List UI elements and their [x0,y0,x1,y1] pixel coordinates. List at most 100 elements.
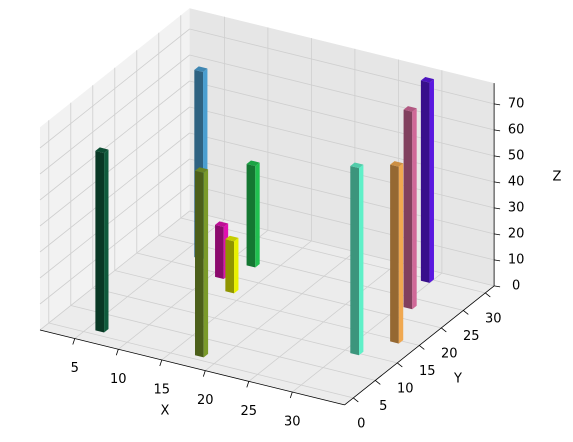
x-tick-label: 15 [154,382,171,397]
x-tick-label: 20 [197,393,214,408]
tick-mark [485,292,491,298]
y-axis-label: Y [453,372,462,387]
z-tick-label: 60 [508,122,525,137]
x-axis-label: X [161,404,170,419]
grid-line [189,54,495,131]
tick-mark [463,310,469,315]
tick-mark [202,370,206,377]
tick-mark [159,359,163,367]
x-axis-line [39,329,345,406]
bar-top-face [390,161,404,167]
grid-line [180,217,486,294]
bar-front-face [350,165,359,356]
grid-line [39,158,190,279]
bar-side-face [255,162,260,268]
grid-line [189,158,495,235]
grid-line [189,80,495,157]
grid-line [114,270,420,346]
x-tick-label: 30 [284,415,301,430]
bar-top-face [350,162,364,169]
z-tick-label: 70 [508,96,525,111]
y-tick-label: 20 [441,346,458,361]
grid-line [39,80,190,201]
grid-line [189,106,495,183]
tick-mark [441,327,447,333]
bar-top-face [246,160,260,167]
bar-front-face [403,109,413,310]
bar-front-face [215,224,224,279]
y-tick-label: 25 [463,329,480,344]
tick-mark [494,129,501,132]
grid-line [189,210,495,287]
bar-top-face [225,235,239,242]
tick-mark [72,338,76,345]
z-axis-label: Z [553,170,562,185]
bar-front-face [95,150,105,333]
x-tick-label: 10 [110,372,127,387]
tick-mark [289,391,293,399]
y-tick-label: 10 [397,381,414,396]
bar-side-face [104,149,109,333]
bars [95,66,434,358]
bar-front-face [195,170,204,358]
grid-line [39,54,190,175]
grid-line [39,106,190,227]
grid-line [39,28,190,149]
bar-side-face [429,79,434,283]
tick-mark [115,349,119,356]
tick-mark [397,362,403,368]
grid-line [39,184,190,305]
tick-mark [375,380,381,385]
z-tick-label: 10 [508,252,525,267]
bar-top-face [420,77,434,83]
tick-mark [494,233,501,236]
bar-top-face [215,221,229,227]
tick-mark [353,397,359,403]
x-tick-label: 5 [71,361,79,376]
grid-line [48,322,354,399]
bar-side-face [359,164,364,356]
x-tick-label: 25 [241,404,258,419]
tick-mark [494,181,501,184]
bar-front-face [225,239,235,294]
y-tick-label: 15 [419,364,436,379]
tick-mark [494,259,501,262]
tick-mark [494,207,501,210]
y-tick-label: 5 [379,399,387,414]
grid-line [39,210,190,331]
grid-line [39,132,190,253]
bar-front-face [246,163,256,268]
tick-mark [419,345,425,350]
bar-side-face [203,169,209,358]
bar-side-face [398,163,404,344]
bar-side-face [412,108,417,310]
bar-top-face [95,147,109,154]
back-pane [189,8,495,286]
z-tick-label: 0 [512,278,520,293]
bar-top-face [403,106,417,112]
bar-front-face [390,164,399,344]
tick-mark [494,155,501,158]
bar-front-face [420,80,430,283]
grid-line [70,305,376,381]
z-tick-label: 30 [508,200,525,215]
bar-top-face [194,66,208,73]
y-axis-line [344,285,495,406]
tick-mark [246,381,250,388]
bar-side-face [234,237,239,294]
grid [39,15,495,399]
z-tick-label: 20 [508,226,525,241]
tick-mark [494,103,501,106]
bar-top-face [195,167,209,173]
z-tick-label: 50 [508,148,525,163]
grid-line [189,28,495,105]
y-tick-label: 0 [357,416,365,431]
y-tick-label: 30 [485,311,502,326]
grid-line [189,184,495,261]
z-tick-label: 40 [508,174,525,189]
tick-mark [494,285,501,288]
grid-line [189,132,495,209]
